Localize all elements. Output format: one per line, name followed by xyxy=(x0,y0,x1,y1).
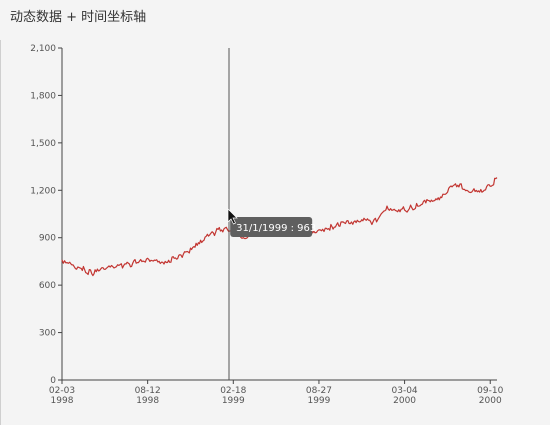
x-tick-label: 03-04 xyxy=(392,386,418,396)
y-tick-label: 1,800 xyxy=(30,91,56,101)
x-tick-label: 08-27 xyxy=(306,386,332,396)
page-title: 动态数据 + 时间坐标轴 xyxy=(10,10,147,25)
tooltip-box xyxy=(230,217,313,237)
x-tick-year-label: 1999 xyxy=(222,396,245,406)
y-tick-label: 900 xyxy=(39,234,56,244)
x-tick-year-label: 1999 xyxy=(307,396,330,406)
y-tick-label: 600 xyxy=(39,281,56,291)
y-tick-label: 0 xyxy=(50,376,56,386)
tooltip-text: 31/1/1999 : 963 xyxy=(236,223,316,234)
mouse-pointer-icon xyxy=(227,208,238,225)
x-axis: 02-03199808-12199802-18199908-27199903-0… xyxy=(49,379,504,406)
x-tick-label: 09-10 xyxy=(477,386,503,396)
x-tick-year-label: 1998 xyxy=(51,396,74,406)
y-axis: 0 300 600 900 1,200 1,500 1,800 2,100 xyxy=(30,44,63,386)
x-tick-label: 08-12 xyxy=(135,386,161,396)
x-tick-year-label: 2000 xyxy=(393,396,416,406)
y-tick-label: 1,200 xyxy=(30,186,56,196)
y-tick-label: 1,500 xyxy=(30,139,56,149)
x-tick-label: 02-03 xyxy=(49,386,75,396)
x-tick-year-label: 2000 xyxy=(479,396,502,406)
x-tick-year-label: 1998 xyxy=(136,396,159,406)
x-tick-label: 02-18 xyxy=(220,386,246,396)
y-tick-label: 300 xyxy=(39,329,56,339)
panel-divider xyxy=(0,40,1,425)
y-tick-label: 2,100 xyxy=(30,44,56,54)
tooltip-layer: 31/1/1999 : 963 xyxy=(227,48,316,380)
